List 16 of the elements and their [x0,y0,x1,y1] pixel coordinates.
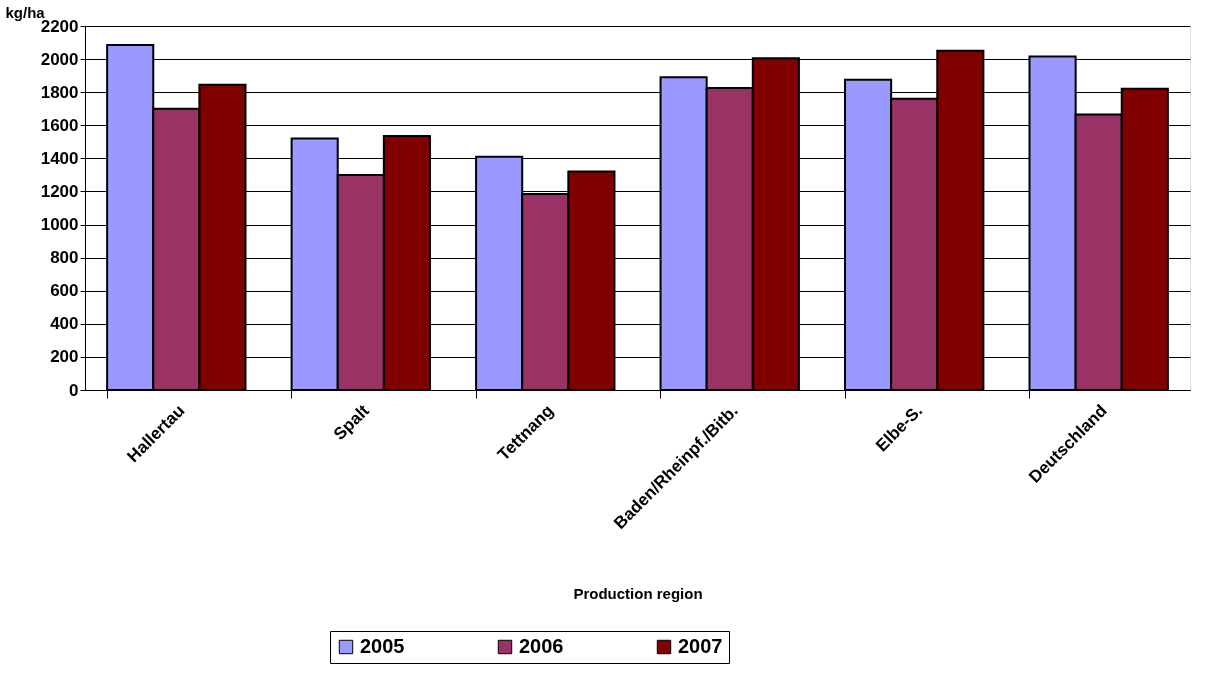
legend-label: 2005 [360,635,405,657]
y-tick-label: 1400 [40,148,79,168]
y-tick-label: 1000 [40,215,79,235]
y-axis-title: kg/ha [5,3,46,21]
legend-label: 2006 [519,635,564,657]
legend-label: 2007 [678,635,723,657]
y-tick-label: 800 [50,248,79,268]
y-tick-label: 400 [50,314,79,334]
y-tick-label: 600 [50,281,79,301]
x-axis-title: Production region [573,585,703,603]
y-tick-label: 2000 [40,49,79,69]
y-tick-label: 1600 [40,115,79,135]
y-tick-label: 1200 [40,181,79,201]
y-tick-label: 200 [50,347,79,367]
y-tick-label: 1800 [40,82,79,102]
y-tick-label: 0 [69,380,79,400]
